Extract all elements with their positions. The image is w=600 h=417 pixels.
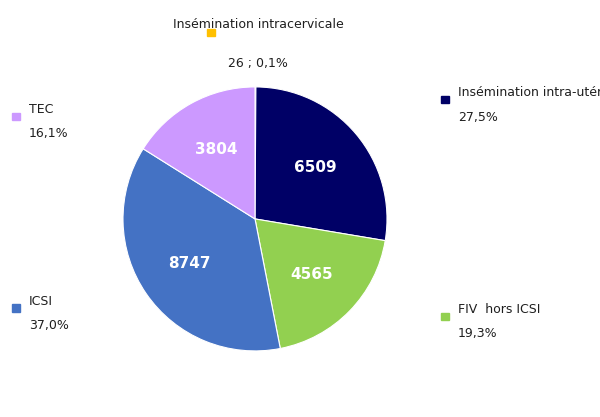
Wedge shape: [123, 149, 280, 351]
Text: Insémination intra-utérine: Insémination intra-utérine: [458, 86, 600, 99]
Wedge shape: [255, 87, 256, 219]
Wedge shape: [255, 219, 385, 349]
Text: 3804: 3804: [196, 142, 238, 157]
Text: 37,0%: 37,0%: [29, 319, 68, 332]
Text: 26 ; 0,1%: 26 ; 0,1%: [228, 57, 288, 70]
Text: 6509: 6509: [294, 161, 337, 176]
Text: TEC: TEC: [29, 103, 53, 116]
Text: 19,3%: 19,3%: [458, 327, 497, 340]
Wedge shape: [143, 87, 255, 219]
Text: ICSI: ICSI: [29, 295, 53, 308]
Text: Insémination intracervicale: Insémination intracervicale: [173, 18, 343, 31]
Text: FIV  hors ICSI: FIV hors ICSI: [458, 303, 540, 316]
Text: 4565: 4565: [290, 266, 333, 281]
Text: 16,1%: 16,1%: [29, 127, 68, 140]
Text: 8747: 8747: [169, 256, 211, 271]
Wedge shape: [255, 87, 387, 241]
Text: 27,5%: 27,5%: [458, 111, 497, 123]
